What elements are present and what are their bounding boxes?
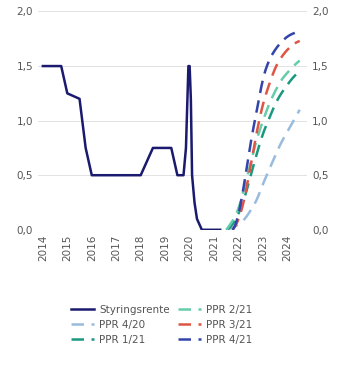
Legend: Styringsrente, PPR 4/20, PPR 1/21, PPR 2/21, PPR 3/21, PPR 4/21: Styringsrente, PPR 4/20, PPR 1/21, PPR 2… — [67, 301, 257, 349]
